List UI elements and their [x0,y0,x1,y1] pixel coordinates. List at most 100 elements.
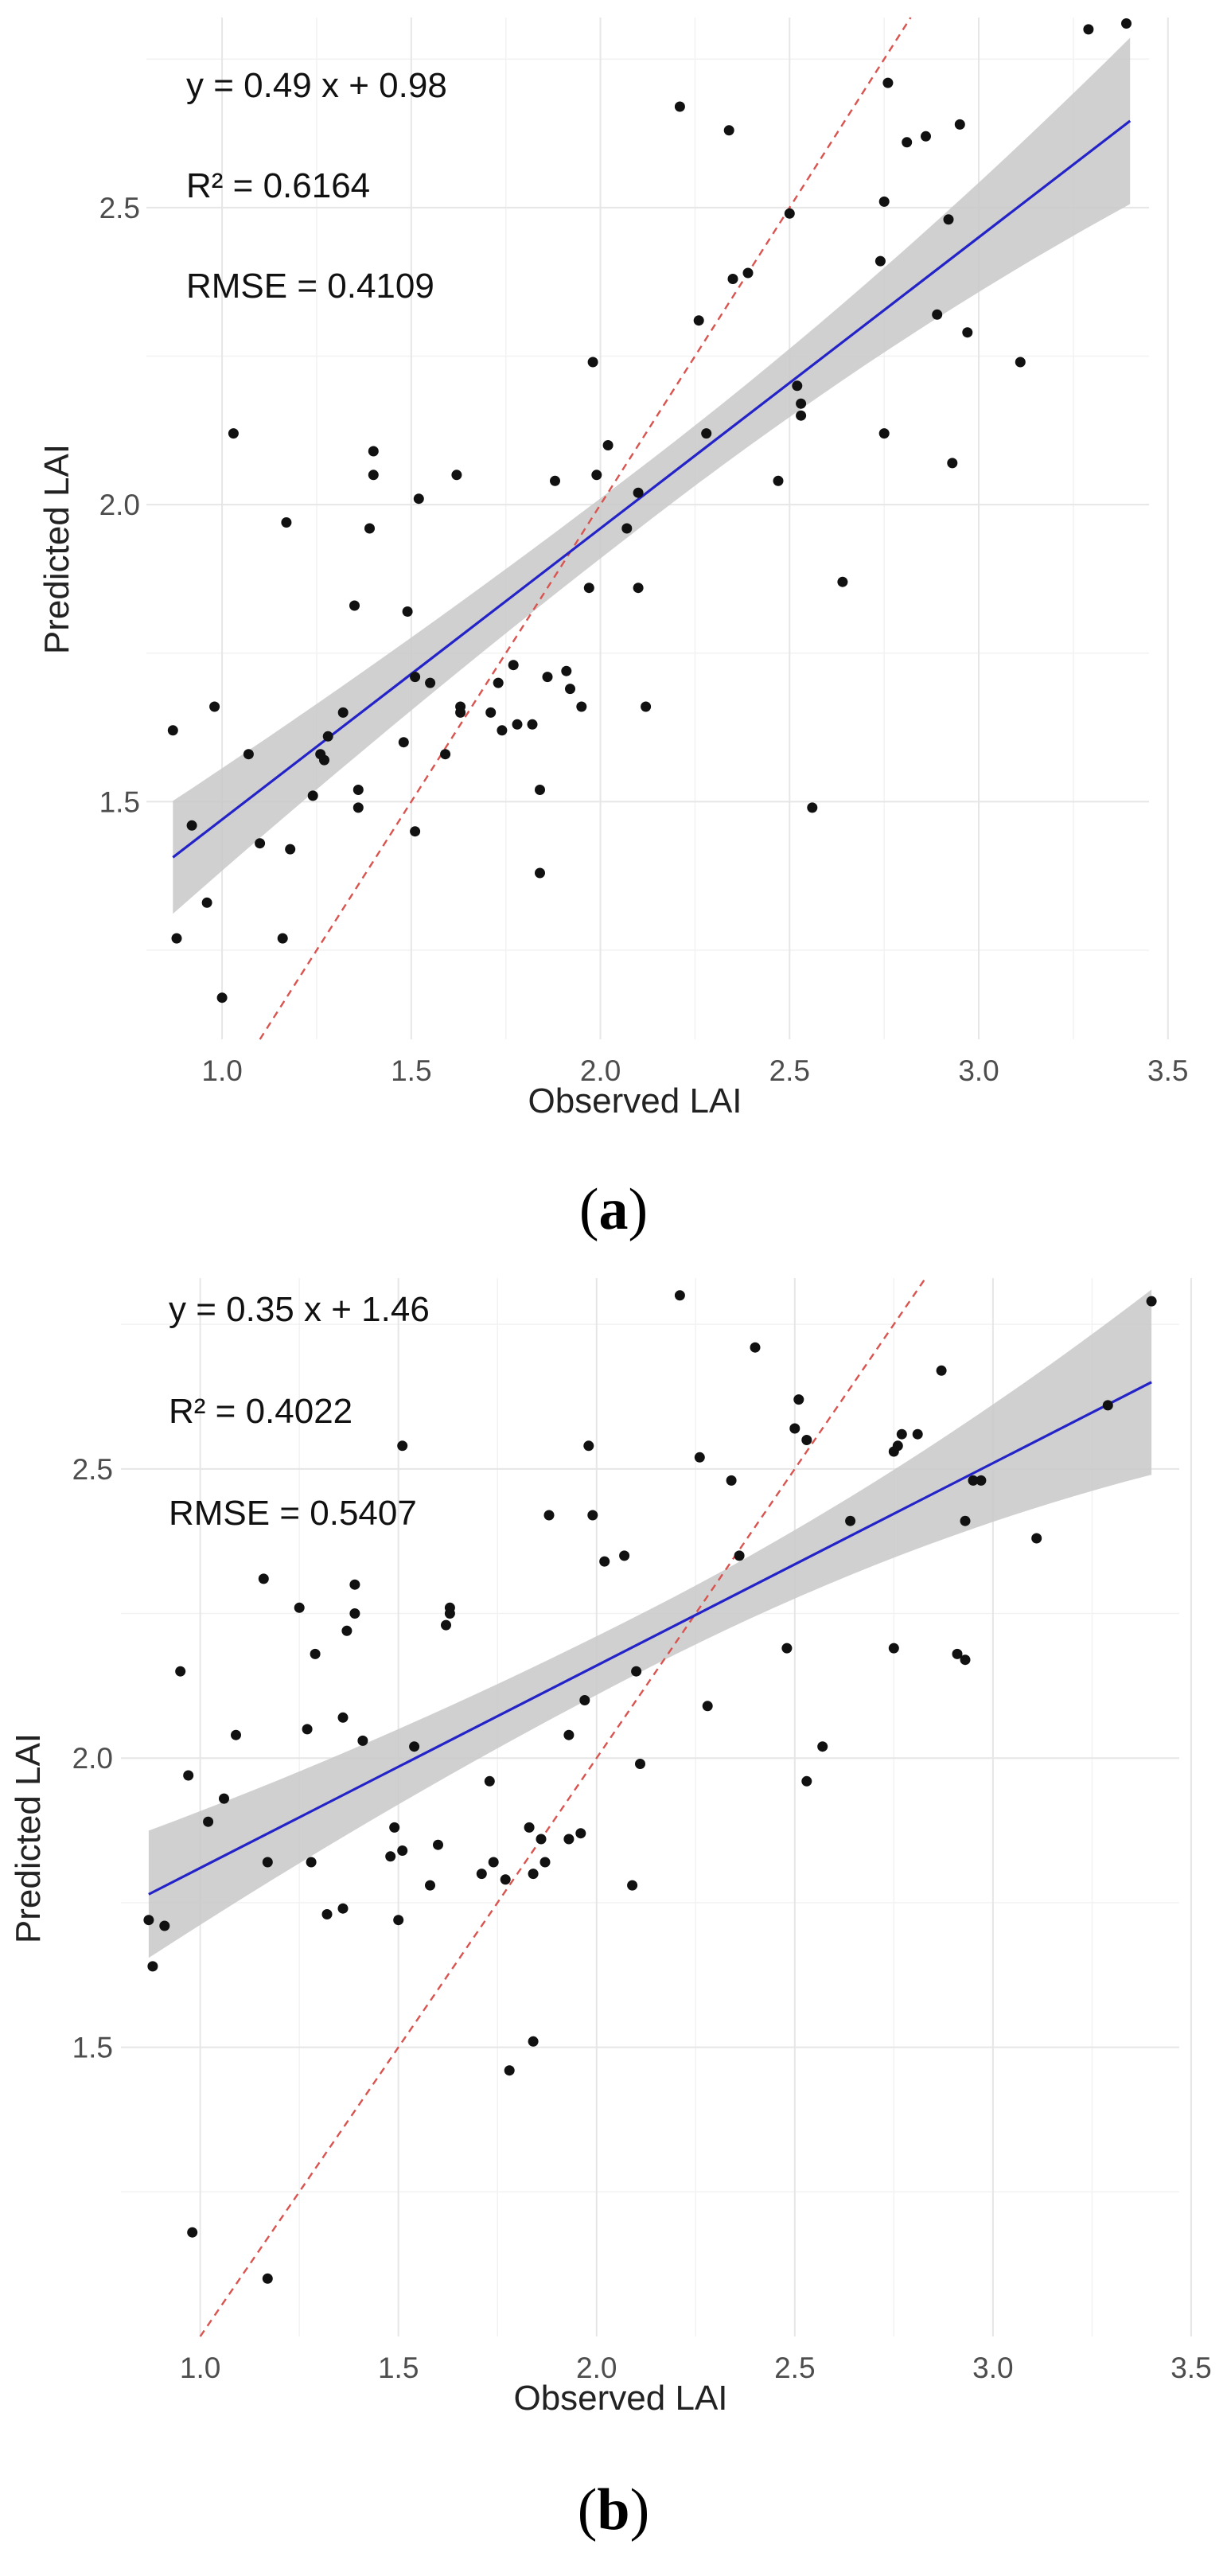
data-point [425,1880,435,1891]
data-point [500,1874,511,1885]
panel-label-b: (b) [577,2477,650,2543]
data-point [186,820,197,831]
fit-line-b [148,1381,1152,1896]
data-point [633,487,644,498]
data-point [1102,1400,1113,1411]
data-point [337,1903,349,1914]
data-point [796,410,807,421]
equation-b: y = 0.35 x + 1.46 [169,1290,430,1329]
data-point [892,1440,903,1452]
data-point [565,684,575,695]
y-axis-title-a: Predicted LAI [37,444,76,654]
data-point [528,2036,539,2047]
data-point [262,1857,273,1868]
data-point [902,137,913,148]
panel-label-a: (a) [578,1177,649,1242]
data-point [262,2273,273,2284]
confidence-band-area [148,1289,1152,1958]
data-point [508,660,519,671]
data-point [484,1775,495,1787]
data-point [410,672,421,683]
data-point [773,475,784,486]
data-point [789,1423,800,1434]
data-point [397,1440,408,1452]
data-point [693,315,704,326]
data-point [561,665,572,676]
data-point [575,1828,586,1839]
data-point [587,357,598,368]
data-point [807,802,818,813]
x-tick-label: 1.5 [378,2352,419,2384]
rmse-b: RMSE = 0.5407 [169,1494,417,1533]
data-point [734,1550,745,1561]
data-point [219,1793,229,1804]
data-point [171,933,182,944]
data-point [349,600,360,611]
data-point [674,1290,685,1301]
data-point [441,1619,451,1631]
data-point [203,1816,214,1827]
x-ticks-b: 1.0 1.5 2.0 2.5 3.0 3.5 [180,2352,1212,2384]
data-point [451,470,462,481]
data-point [1031,1533,1042,1544]
data-point [845,1515,856,1526]
data-point [393,1915,404,1926]
data-point [960,1515,971,1526]
grid-b [121,1278,1192,2336]
identity-line [199,1277,927,2337]
data-point [726,1475,737,1486]
confidence-band-a [173,37,1131,914]
rmse-a: RMSE = 0.4109 [186,267,434,306]
x-axis-title-b: Observed LAI [513,2379,727,2418]
data-point [455,707,466,718]
x-axis-title-a: Observed LAI [528,1081,742,1120]
data-point [932,309,943,320]
data-point [167,725,178,736]
data-point [398,737,409,748]
data-point [187,2227,198,2238]
data-point [563,1834,575,1845]
x-tick-label: 1.0 [201,1054,242,1087]
y-tick-label: 1.5 [72,2032,113,2064]
data-point [976,1475,987,1486]
data-point [175,1666,186,1677]
data-point [389,1822,400,1833]
data-point [497,725,508,736]
data-point [539,1857,551,1868]
identity-line-b [199,1277,927,2337]
data-point [255,838,266,849]
data-point [364,523,375,534]
data-point [633,583,644,594]
data-point [874,255,886,267]
data-point [147,1961,158,1972]
data-point [353,785,364,795]
data-point [960,1654,971,1666]
data-point [285,844,296,855]
data-point [409,1741,420,1752]
data-point [216,992,228,1004]
confidence-band-b [148,1289,1152,1958]
x-tick-label: 2.5 [774,2352,815,2384]
equation-a: y = 0.49 x + 0.98 [186,66,447,105]
x-tick-label: 2.0 [580,1054,621,1087]
data-point [385,1851,396,1862]
data-point [543,1510,555,1521]
data-point [576,701,587,712]
data-point [579,1695,590,1705]
data-point [281,517,292,528]
data-point [796,398,807,409]
data-point [627,1880,638,1891]
data-point [337,1712,349,1723]
data-point [837,576,848,587]
data-point [310,1648,321,1659]
data-point [258,1573,269,1584]
data-point [947,458,958,469]
data-point [591,470,602,481]
data-point [527,719,538,730]
x-tick-label: 3.0 [958,1054,999,1087]
data-point [921,131,931,142]
data-point [485,707,497,718]
y-tick-label: 2.0 [99,489,140,521]
data-point [702,1701,713,1712]
data-point [801,1435,812,1445]
